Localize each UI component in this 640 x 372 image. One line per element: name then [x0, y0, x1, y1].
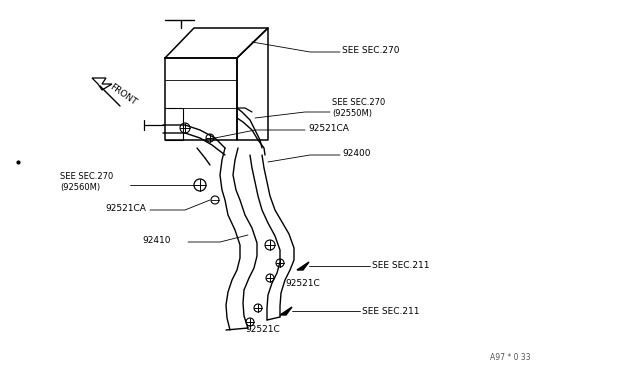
Polygon shape [297, 262, 309, 270]
Text: SEE SEC.270
(92560M): SEE SEC.270 (92560M) [60, 172, 113, 192]
Text: 92521C: 92521C [245, 326, 280, 334]
Text: SEE SEC.211: SEE SEC.211 [362, 307, 419, 315]
Text: A97 * 0 33: A97 * 0 33 [490, 353, 531, 362]
Text: 92410: 92410 [142, 235, 170, 244]
Text: SEE SEC.270: SEE SEC.270 [342, 45, 399, 55]
Text: 92521C: 92521C [285, 279, 320, 288]
Text: FRONT: FRONT [108, 83, 138, 108]
Polygon shape [280, 307, 292, 315]
Text: 92400: 92400 [342, 148, 371, 157]
Text: SEE SEC.211: SEE SEC.211 [372, 262, 429, 270]
Text: 92521CA: 92521CA [105, 203, 146, 212]
Text: 92521CA: 92521CA [308, 124, 349, 132]
Text: SEE SEC.270
(92550M): SEE SEC.270 (92550M) [332, 98, 385, 118]
